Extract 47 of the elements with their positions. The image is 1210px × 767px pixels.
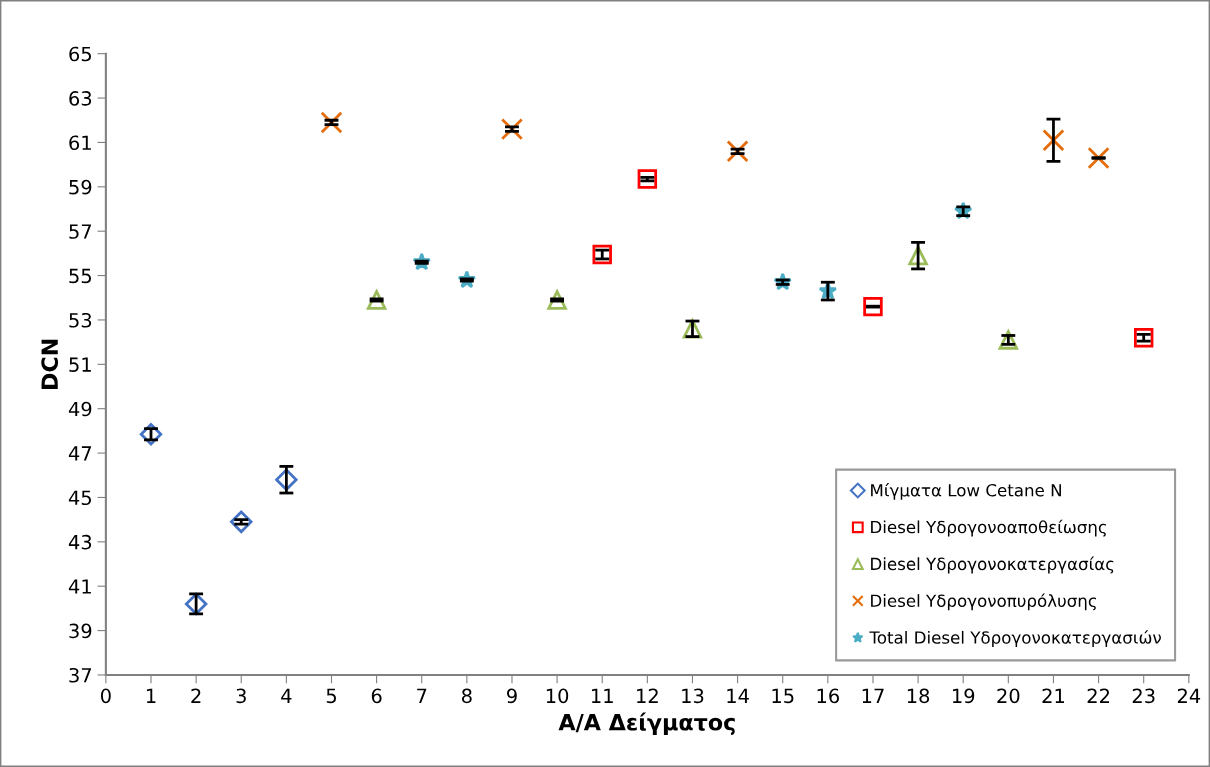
x-tick-label: 13 [682, 688, 704, 704]
x-tick-label: 21 [1042, 688, 1065, 703]
legend-label: Diesel Υδρογονοαποθείωσης [871, 519, 1107, 537]
y-tick-label: 61 [69, 135, 91, 151]
x-tick-label: 11 [591, 688, 613, 703]
x-tick-label: 1 [146, 688, 156, 703]
y-tick-label: 51 [69, 357, 91, 372]
x-tick-label: 5 [326, 688, 336, 704]
legend-label: Diesel Υδρογονοκατεργασίας [871, 556, 1114, 574]
x-tick-label: 23 [1132, 688, 1155, 704]
x-tick-label: 9 [507, 688, 517, 704]
y-tick-label: 37 [69, 667, 92, 683]
x-tick-label: 0 [100, 688, 111, 704]
y-tick-label: 65 [69, 46, 91, 62]
y-tick-label: 41 [68, 579, 91, 594]
y-tick-label: 59 [69, 179, 92, 195]
y-tick-label: 39 [69, 623, 92, 639]
y-tick-label: 55 [69, 268, 91, 284]
y-tick-label: 49 [68, 401, 92, 417]
x-tick-label: 17 [862, 688, 884, 703]
x-tick-label: 15 [772, 688, 794, 704]
x-tick-label: 4 [281, 688, 292, 703]
legend-label: Total Diesel Υδρογονοκατεργασιών [869, 630, 1161, 648]
y-tick-label: 43 [68, 534, 92, 550]
legend-label: Μίγματα Low Cetane N [871, 482, 1061, 500]
x-tick-label: 6 [371, 688, 382, 704]
y-tick-label: 63 [69, 91, 92, 106]
x-tick-label: 3 [236, 688, 246, 704]
x-tick-label: 2 [191, 688, 201, 703]
legend-label: Diesel Υδρογονοπυρόλυσης [871, 593, 1096, 611]
x-tick-label: 22 [1087, 688, 1109, 703]
x-tick-label: 14 [727, 688, 749, 703]
x-tick-label: 8 [461, 688, 472, 704]
y-tick-label: 53 [69, 312, 92, 328]
x-tick-label: 7 [417, 688, 427, 703]
y-tick-label: 57 [69, 224, 92, 239]
x-tick-label: 10 [546, 688, 569, 704]
y-tick-label: 47 [68, 446, 92, 461]
x-tick-label: 20 [997, 688, 1020, 704]
x-tick-label: 18 [907, 688, 930, 704]
y-axis-title: DCN [41, 339, 59, 389]
y-tick-label: 45 [68, 490, 91, 506]
x-tick-label: 24 [1177, 688, 1201, 703]
x-tick-label: 16 [817, 688, 839, 704]
x-tick-label: 12 [637, 688, 658, 703]
x-tick-label: 19 [952, 688, 975, 704]
x-axis-title: Α/Α Δείγματος [558, 712, 735, 735]
